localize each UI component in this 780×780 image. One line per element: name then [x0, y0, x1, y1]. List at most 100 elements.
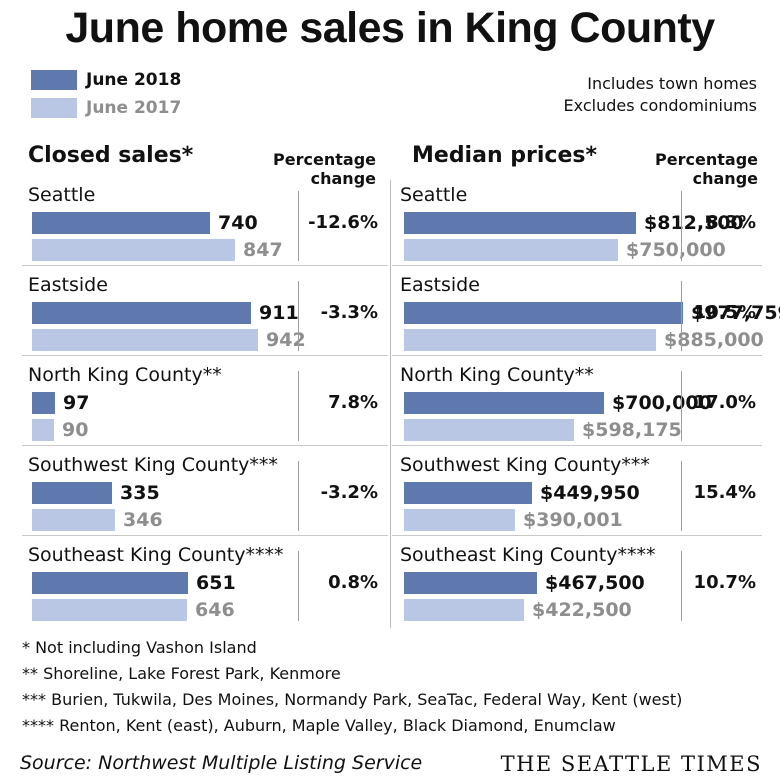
row-divider-vertical	[681, 281, 682, 351]
bar-2018	[404, 302, 683, 324]
bar-2017	[404, 419, 574, 441]
median-prices-pct-heading: Percentage change	[638, 150, 758, 188]
row-divider-vertical	[681, 461, 682, 531]
data-label-2018: $977,759	[691, 302, 780, 324]
data-label-2017: $390,001	[523, 509, 623, 531]
footnote-3: *** Burien, Tukwila, Des Moines, Normand…	[22, 690, 683, 709]
category-label: Southwest King County***	[28, 454, 278, 476]
percentage-change: 7.8%	[328, 392, 378, 413]
row-divider	[22, 355, 388, 356]
category-label: Seattle	[400, 184, 468, 206]
percentage-change: -12.6%	[308, 212, 378, 233]
column-divider	[390, 180, 391, 628]
bar-2018	[404, 482, 532, 504]
bar-2017	[32, 419, 54, 441]
row-divider-vertical	[298, 281, 299, 351]
bar-2018	[404, 392, 604, 414]
data-label-2018: $700,000	[612, 392, 712, 414]
bar-2017	[404, 239, 618, 261]
category-label: Eastside	[28, 274, 108, 296]
percentage-change: 8.3%	[706, 212, 756, 233]
footnote-2: ** Shoreline, Lake Forest Park, Kenmore	[22, 664, 341, 683]
bar-2017	[32, 329, 258, 351]
row-divider	[392, 445, 762, 446]
data-label-2018: 740	[218, 212, 258, 234]
bar-2018	[404, 212, 636, 234]
category-label: Seattle	[28, 184, 96, 206]
bar-2018	[32, 212, 210, 234]
publisher-logo: THE SEATTLE TIMES	[500, 752, 762, 776]
bar-2017	[404, 329, 656, 351]
percentage-change: 17.0%	[693, 392, 756, 413]
data-label-2017: 646	[195, 599, 235, 621]
median-prices-heading: Median prices*	[412, 143, 597, 168]
category-label: Southeast King County****	[28, 544, 284, 566]
data-label-2018: 651	[196, 572, 236, 594]
row-divider	[392, 535, 762, 536]
percentage-change: 0.8%	[328, 572, 378, 593]
row-divider	[22, 445, 388, 446]
row-divider-vertical	[681, 551, 682, 621]
data-label-2018: $467,500	[545, 572, 645, 594]
data-label-2017: 847	[243, 239, 283, 261]
data-label-2017: $885,000	[664, 329, 764, 351]
chart-title: June home sales in King County	[65, 4, 715, 52]
row-divider	[392, 355, 762, 356]
bar-2018	[404, 572, 537, 594]
pct-heading-line1: Percentage	[655, 150, 758, 169]
row-divider-vertical	[298, 551, 299, 621]
data-label-2018: $449,950	[540, 482, 640, 504]
pct-heading-line2: change	[692, 169, 758, 188]
data-label-2018: $812,500	[644, 212, 744, 234]
row-divider	[22, 265, 388, 266]
percentage-change: 15.4%	[693, 482, 756, 503]
bar-2017	[32, 599, 187, 621]
row-divider-vertical	[298, 191, 299, 261]
row-divider-vertical	[681, 191, 682, 261]
category-label: North King County**	[28, 364, 222, 386]
percentage-change: 10.5%	[693, 302, 756, 323]
footnote-1: * Not including Vashon Island	[22, 638, 257, 657]
data-label-2018: 97	[63, 392, 90, 414]
data-label-2018: 911	[259, 302, 299, 324]
row-divider-vertical	[298, 461, 299, 531]
legend-swatch-2017	[31, 98, 77, 118]
category-label: North King County**	[400, 364, 594, 386]
note-excludes: Excludes condominiums	[563, 96, 757, 115]
bar-2017	[404, 599, 524, 621]
category-label: Southeast King County****	[400, 544, 656, 566]
percentage-change: -3.2%	[320, 482, 378, 503]
row-divider	[392, 265, 762, 266]
closed-sales-pct-heading: Percentage change	[256, 150, 376, 188]
data-label-2017: $750,000	[626, 239, 726, 261]
data-label-2017: 346	[123, 509, 163, 531]
percentage-change: 10.7%	[693, 572, 756, 593]
row-divider	[22, 535, 388, 536]
bar-2018	[32, 302, 251, 324]
legend-label-2017: June 2017	[86, 98, 182, 118]
bar-2017	[32, 239, 235, 261]
bar-2017	[32, 509, 115, 531]
data-label-2017: 942	[266, 329, 306, 351]
row-divider-vertical	[298, 371, 299, 441]
bar-2018	[32, 572, 188, 594]
legend-swatch-2018	[31, 70, 77, 90]
data-label-2018: 335	[120, 482, 160, 504]
category-label: Eastside	[400, 274, 480, 296]
note-includes: Includes town homes	[587, 74, 757, 93]
data-label-2017: 90	[62, 419, 89, 441]
row-divider-vertical	[681, 371, 682, 441]
percentage-change: -3.3%	[320, 302, 378, 323]
source-credit: Source: Northwest Multiple Listing Servi…	[20, 752, 423, 774]
pct-heading-line1: Percentage	[273, 150, 376, 169]
bar-2018	[32, 392, 55, 414]
closed-sales-heading: Closed sales*	[28, 143, 194, 168]
pct-heading-line2: change	[310, 169, 376, 188]
data-label-2017: $598,175	[582, 419, 682, 441]
bar-2017	[404, 509, 515, 531]
bar-2018	[32, 482, 112, 504]
data-label-2017: $422,500	[532, 599, 632, 621]
legend-label-2018: June 2018	[86, 70, 182, 90]
category-label: Southwest King County***	[400, 454, 650, 476]
footnote-4: **** Renton, Kent (east), Auburn, Maple …	[22, 716, 616, 735]
